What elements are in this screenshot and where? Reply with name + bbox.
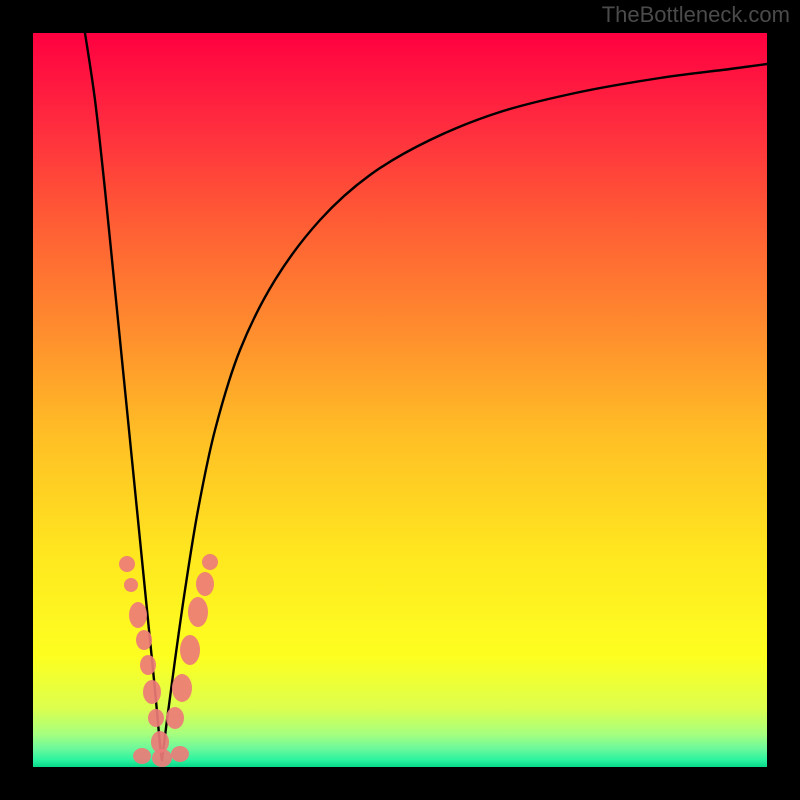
data-marker (136, 630, 152, 650)
left-curve (85, 33, 162, 760)
data-marker (172, 674, 192, 702)
data-marker (124, 578, 138, 592)
data-marker (180, 635, 200, 665)
data-marker (166, 707, 184, 729)
watermark-text: TheBottleneck.com (602, 2, 790, 28)
data-marker (140, 655, 156, 675)
data-marker (133, 748, 151, 764)
marker-group-right (166, 554, 218, 729)
data-marker (171, 746, 189, 762)
data-marker (202, 554, 218, 570)
chart-stage: TheBottleneck.com (0, 0, 800, 800)
marker-group-left (119, 556, 189, 767)
data-marker (188, 597, 208, 627)
data-marker (152, 749, 172, 767)
data-marker (119, 556, 135, 572)
data-marker (148, 709, 164, 727)
right-curve (162, 64, 767, 760)
data-marker (129, 602, 147, 628)
data-marker (143, 680, 161, 704)
bottleneck-curve-chart (0, 0, 800, 800)
data-marker (196, 572, 214, 596)
